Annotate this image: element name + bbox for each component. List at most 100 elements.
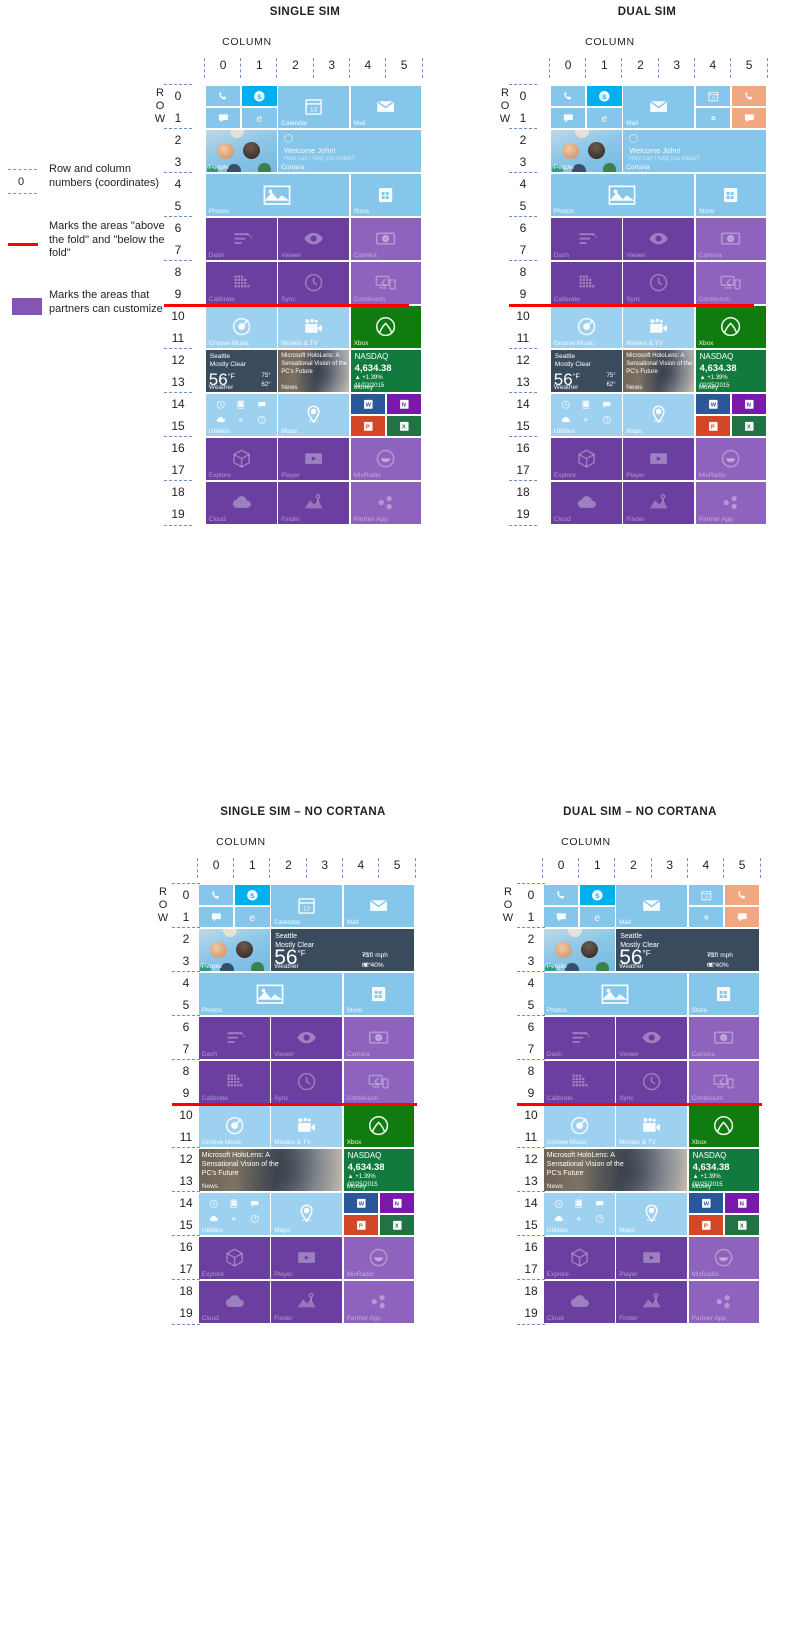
- tile-partner-app[interactable]: Partner App: [695, 481, 767, 525]
- tile-finder[interactable]: Finder: [616, 1280, 687, 1324]
- tile-finder[interactable]: Finder: [278, 481, 349, 525]
- tile-photos[interactable]: Photos: [205, 173, 349, 217]
- tile-cloud[interactable]: Cloud: [543, 1280, 615, 1324]
- tile-camera[interactable]: Camera: [688, 1016, 760, 1060]
- tile-continuum[interactable]: Continuum: [688, 1060, 760, 1104]
- tile-store[interactable]: Store: [695, 173, 767, 217]
- tile-messaging[interactable]: [550, 107, 586, 129]
- tile-groove-music[interactable]: Groove Music: [198, 1104, 270, 1148]
- tile-people[interactable]: People: [205, 129, 277, 173]
- tile-word[interactable]: W: [695, 393, 731, 415]
- tile-sync[interactable]: Sync: [616, 1060, 687, 1104]
- tile-onenote[interactable]: N: [386, 393, 422, 415]
- tile-weather[interactable]: Seattle Mostly Clear 56°F 75° 62° Weather: [550, 349, 622, 393]
- tile-message-sim2[interactable]: [731, 107, 767, 129]
- tile-powerpoint[interactable]: P: [695, 415, 731, 437]
- tile-store[interactable]: Store: [688, 972, 760, 1016]
- tile-photos[interactable]: Photos: [198, 972, 342, 1016]
- tile-player[interactable]: Player: [616, 1236, 687, 1280]
- tile-sync[interactable]: Sync: [623, 261, 694, 305]
- tile-movies-tv[interactable]: Movies & TV: [623, 305, 694, 349]
- tile-partner-app[interactable]: Partner App: [350, 481, 422, 525]
- tile-store[interactable]: Store: [343, 972, 415, 1016]
- tile-powerpoint[interactable]: P: [688, 1214, 724, 1236]
- tile-xbox[interactable]: Xbox: [350, 305, 422, 349]
- tile-maps[interactable]: Maps: [278, 393, 349, 437]
- tile-phone[interactable]: [205, 85, 241, 107]
- tile-dash[interactable]: Dash: [198, 1016, 270, 1060]
- tile-continuum[interactable]: Continuum: [350, 261, 422, 305]
- tile-groove-music[interactable]: Groove Music: [543, 1104, 615, 1148]
- tile-groove-music[interactable]: Groove Music: [550, 305, 622, 349]
- tile-xbox[interactable]: Xbox: [343, 1104, 415, 1148]
- tile-money[interactable]: NASDAQ 4,634.38 ▲ +1.39% 11/02/2015 Money: [350, 349, 422, 393]
- tile-movies-tv[interactable]: Movies & TV: [616, 1104, 687, 1148]
- tile-cloud[interactable]: Cloud: [198, 1280, 270, 1324]
- tile-partner-app[interactable]: Partner App: [688, 1280, 760, 1324]
- tile-groove-music[interactable]: Groove Music: [205, 305, 277, 349]
- tile-photos[interactable]: Photos: [550, 173, 694, 217]
- tile-camera[interactable]: Camera: [350, 217, 422, 261]
- tile-onenote[interactable]: N: [724, 1192, 760, 1214]
- tile-edge[interactable]: e: [235, 906, 270, 928]
- tile-mixradio[interactable]: MixRadio: [695, 437, 767, 481]
- tile-utilities[interactable]: Utilities: [543, 1192, 615, 1236]
- tile-excel[interactable]: X: [379, 1214, 415, 1236]
- tile-weather[interactable]: Seattle Mostly Clear 56°F 75° 62° Weather: [205, 349, 277, 393]
- tile-word[interactable]: W: [350, 393, 386, 415]
- tile-finder[interactable]: Finder: [623, 481, 694, 525]
- tile-dash[interactable]: Dash: [550, 217, 622, 261]
- tile-phone[interactable]: [550, 85, 586, 107]
- tile-phone[interactable]: [198, 884, 234, 906]
- tile-player[interactable]: Player: [278, 437, 349, 481]
- tile-explore[interactable]: Explore: [198, 1236, 270, 1280]
- tile-mixradio[interactable]: MixRadio: [688, 1236, 760, 1280]
- tile-dash[interactable]: Dash: [543, 1016, 615, 1060]
- tile-camera[interactable]: Camera: [695, 217, 767, 261]
- tile-mixradio[interactable]: MixRadio: [350, 437, 422, 481]
- tile-camera[interactable]: Camera: [343, 1016, 415, 1060]
- tile-messaging[interactable]: [198, 906, 234, 928]
- tile-mail[interactable]: Mail: [343, 884, 415, 928]
- tile-settings-small[interactable]: [695, 107, 731, 129]
- tile-word[interactable]: W: [688, 1192, 724, 1214]
- tile-mail[interactable]: Mail: [616, 884, 687, 928]
- tile-cloud[interactable]: Cloud: [550, 481, 622, 525]
- tile-player[interactable]: Player: [623, 437, 694, 481]
- tile-dash[interactable]: Dash: [205, 217, 277, 261]
- tile-messaging[interactable]: [205, 107, 241, 129]
- tile-news[interactable]: Microsoft HoloLens: A Sensational Vision…: [623, 349, 694, 393]
- tile-skype[interactable]: S: [235, 884, 270, 906]
- tile-news[interactable]: Microsoft HoloLens: A Sensational Vision…: [543, 1148, 687, 1192]
- tile-sync[interactable]: Sync: [271, 1060, 342, 1104]
- tile-powerpoint[interactable]: P: [343, 1214, 379, 1236]
- tile-photos[interactable]: Photos: [543, 972, 687, 1016]
- tile-continuum[interactable]: Continuum: [343, 1060, 415, 1104]
- tile-edge[interactable]: e: [587, 107, 622, 129]
- tile-mail[interactable]: Mail: [350, 85, 422, 129]
- tile-cortana[interactable]: Welcome John! How can I help you today? Co…: [623, 129, 767, 173]
- tile-viewer[interactable]: Viewer: [616, 1016, 687, 1060]
- tile-money[interactable]: NASDAQ 4,634.38 ▲ +1.39% 02/25/2015 Money: [688, 1148, 760, 1192]
- tile-calibrate[interactable]: Calibrate: [550, 261, 622, 305]
- tile-news[interactable]: Microsoft HoloLens: A Sensational Vision…: [198, 1148, 342, 1192]
- tile-calendar-small[interactable]: 13: [695, 85, 731, 107]
- tile-calibrate[interactable]: Calibrate: [543, 1060, 615, 1104]
- tile-calendar[interactable]: 13 Calendar: [278, 85, 349, 129]
- tile-explore[interactable]: Explore: [205, 437, 277, 481]
- tile-partner-app[interactable]: Partner App: [343, 1280, 415, 1324]
- tile-weather[interactable]: Seattle Mostly Clear 56°F 75° 62° <10 mph ▼ 40…: [616, 928, 760, 972]
- tile-onenote[interactable]: N: [731, 393, 767, 415]
- tile-finder[interactable]: Finder: [271, 1280, 342, 1324]
- tile-calendar[interactable]: 13 Calendar: [271, 884, 342, 928]
- tile-edge[interactable]: e: [242, 107, 277, 129]
- tile-money[interactable]: NASDAQ 4,634.38 ▲ +1.39% 02/25/2015 Money: [343, 1148, 415, 1192]
- tile-sync[interactable]: Sync: [278, 261, 349, 305]
- tile-skype[interactable]: S: [580, 884, 615, 906]
- tile-xbox[interactable]: Xbox: [688, 1104, 760, 1148]
- tile-excel[interactable]: X: [731, 415, 767, 437]
- tile-word[interactable]: W: [343, 1192, 379, 1214]
- tile-phone-sim2[interactable]: [724, 884, 760, 906]
- tile-maps[interactable]: Maps: [623, 393, 694, 437]
- tile-weather[interactable]: Seattle Mostly Clear 56°F 75° 62° <10 mph ▼ 40…: [271, 928, 415, 972]
